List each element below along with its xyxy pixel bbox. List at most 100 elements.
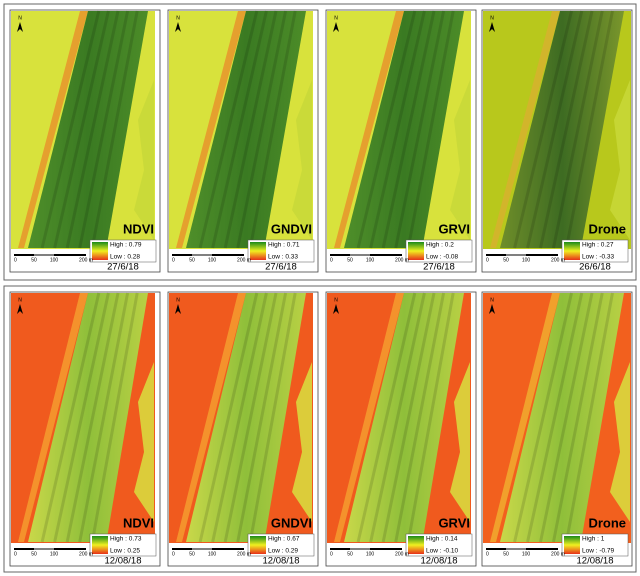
scale-label: 200 m — [79, 551, 93, 557]
scale-label: 100 — [208, 257, 217, 263]
legend-high: High : 0.71 — [268, 242, 300, 249]
crop-row — [513, 292, 573, 543]
field-edge — [176, 11, 246, 248]
scale-label: 50 — [347, 257, 353, 263]
index-label: GRVI — [438, 221, 470, 236]
scale-label: 0 — [330, 257, 333, 263]
north-arrow — [17, 304, 23, 314]
scale-bar-segment — [192, 254, 212, 256]
date-label: 12/08/18 — [263, 556, 300, 567]
north-label: N — [176, 15, 180, 21]
crop-row — [65, 10, 120, 249]
crop-row — [53, 10, 110, 249]
date-label: 27/6/18 — [423, 262, 455, 273]
legend-high: High : 0.2 — [426, 242, 454, 249]
scale-label: 0 — [14, 257, 17, 263]
north-arrow — [333, 304, 339, 314]
scale-label: 0 — [172, 551, 175, 557]
date-label: 27/6/18 — [107, 262, 139, 273]
scale-label: 200 m — [395, 551, 409, 557]
north-label: N — [490, 15, 494, 21]
crop-row — [381, 10, 436, 249]
crop-row — [40, 292, 101, 543]
scale-label: 200 m — [395, 257, 409, 263]
index-label: NDVI — [123, 515, 154, 530]
scale-label: 200 m — [237, 551, 251, 557]
legend-ramp — [92, 242, 108, 260]
legend-ramp — [92, 536, 108, 554]
field-strip — [28, 11, 148, 248]
scale-label: 100 — [50, 551, 59, 557]
river-bank — [450, 362, 470, 522]
crop-row — [65, 292, 120, 543]
crop-row — [223, 292, 278, 543]
crop-row — [78, 10, 130, 249]
scale-label: 50 — [503, 257, 509, 263]
crop-row — [198, 10, 259, 249]
scale-label: 0 — [172, 257, 175, 263]
crop-row — [369, 292, 426, 543]
scale-label: 200 m — [551, 551, 565, 557]
scale-bar-segment — [350, 548, 370, 550]
scale-label: 200 m — [237, 257, 251, 263]
field-strip — [186, 293, 306, 542]
north-arrow — [333, 22, 339, 32]
river-bank — [292, 80, 312, 240]
field-edge — [490, 293, 560, 542]
north-arrow — [489, 22, 495, 32]
crop-row — [526, 292, 584, 543]
crop-row — [90, 10, 139, 249]
legend-low: Low : -0.10 — [426, 548, 459, 555]
field-strip — [500, 293, 624, 542]
index-label: Drone — [588, 221, 626, 236]
legend-ramp — [250, 536, 266, 554]
row-frame — [3, 285, 637, 573]
scale-label: 50 — [503, 551, 509, 557]
crop-row — [539, 10, 594, 249]
crop-row — [369, 10, 426, 249]
crop-row — [551, 10, 604, 249]
north-label: N — [334, 297, 338, 303]
scale-label: 100 — [366, 551, 375, 557]
legend-ramp — [564, 536, 580, 554]
crop-row — [53, 292, 110, 543]
field-strip — [344, 293, 464, 542]
scale-label: 100 — [208, 551, 217, 557]
scale-label: 100 — [50, 257, 59, 263]
scale-label: 100 — [522, 257, 531, 263]
scale-label: 50 — [189, 551, 195, 557]
crop-row — [211, 292, 268, 543]
crop-row — [394, 10, 446, 249]
scale-label: 100 — [366, 257, 375, 263]
legend-low: Low : 0.28 — [110, 254, 140, 261]
scale-bar-segment — [350, 254, 370, 256]
scale-bar-segment — [506, 548, 526, 550]
scale-label: 0 — [14, 551, 17, 557]
legend-ramp — [250, 242, 266, 260]
index-label: Drone — [588, 515, 626, 530]
river-bank — [450, 80, 470, 240]
scale-label: 200 m — [79, 257, 93, 263]
legend-high: High : 0.73 — [110, 536, 142, 543]
river-bank — [610, 362, 630, 522]
crop-row — [236, 292, 288, 543]
legend-high: High : 0.79 — [110, 242, 142, 249]
scale-label: 0 — [330, 551, 333, 557]
crop-row — [356, 292, 417, 543]
scale-bar-segment — [34, 254, 54, 256]
crop-row — [381, 292, 436, 543]
legend-low: Low : 0.29 — [268, 548, 298, 555]
legend-high: High : 1 — [582, 536, 605, 543]
river-bank — [610, 80, 630, 240]
crop-row — [90, 292, 139, 543]
scale-label: 100 — [522, 551, 531, 557]
north-label: N — [18, 15, 22, 21]
field-edge — [490, 11, 560, 248]
scale-label: 50 — [189, 257, 195, 263]
